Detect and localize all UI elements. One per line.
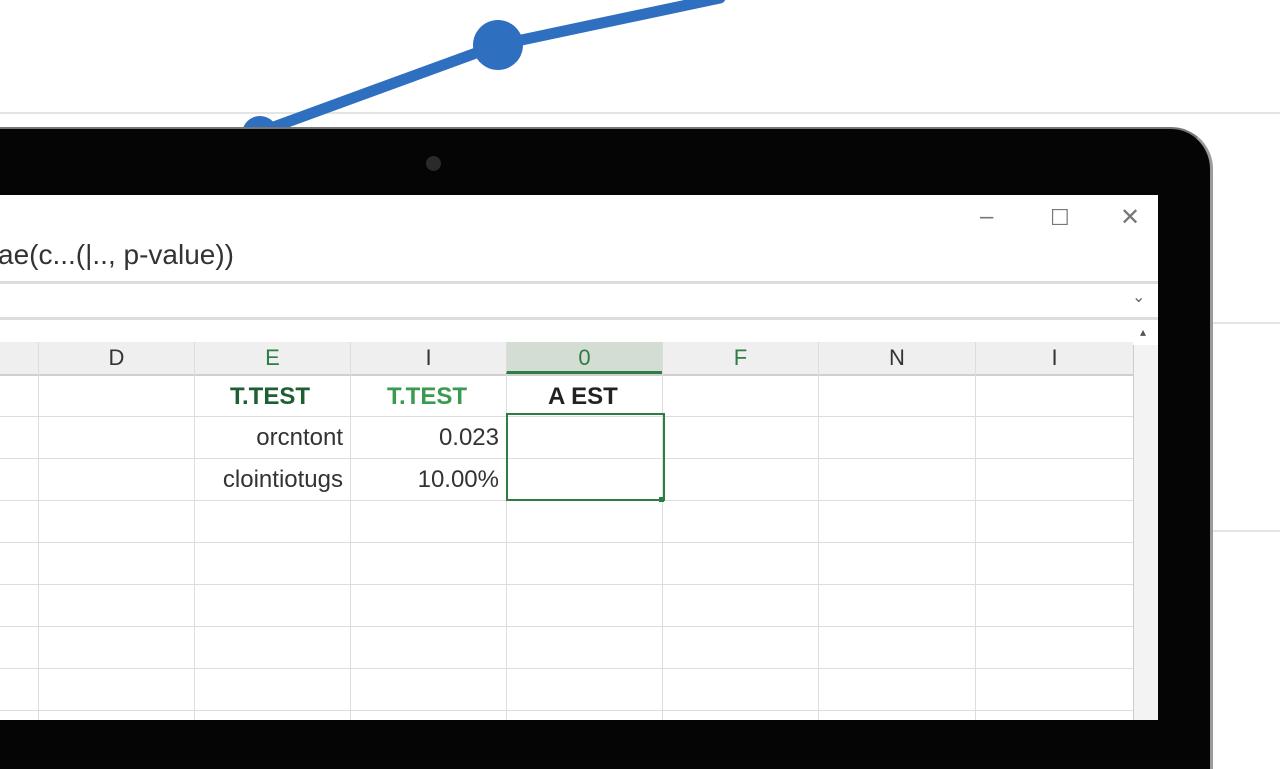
column-header-selected[interactable]: 0 [506,342,662,374]
cell-e1[interactable]: T.TEST [230,383,311,410]
cell-e2[interactable]: orcntont [256,424,343,451]
close-button[interactable]: ✕ [1120,204,1141,231]
grid-line [0,626,1133,627]
spreadsheet-window: ae(c...(|.., p-value)) – ☐ ✕ ⌄ D E I 0 F… [0,195,1158,720]
grid-line [0,668,1133,669]
grid-line [0,584,1133,585]
column-header-e[interactable]: E [194,342,350,374]
formula-bar-expand-icon[interactable]: ⌄ [1132,289,1146,306]
grid-line [0,542,1133,543]
grid-line [0,458,1133,459]
background-gridline [0,112,1280,114]
scroll-up-icon[interactable]: ▴ [1140,325,1147,339]
selected-range[interactable] [506,413,665,501]
column-header-i2[interactable]: I [975,342,1133,374]
column-header-n[interactable]: N [818,342,975,374]
cell-selected-1[interactable]: A EST [548,383,618,410]
grid-line [506,374,507,720]
background-gridline [1210,530,1280,532]
grid-line [0,416,1133,417]
minimize-button[interactable]: – [980,203,994,230]
grid-line [662,374,663,720]
column-header-d[interactable]: D [38,342,194,374]
grid-line [818,374,819,720]
column-header-i[interactable]: I [350,342,506,374]
background-gridline [1210,322,1280,324]
webcam-icon [426,156,441,171]
column-header-f[interactable]: F [662,342,818,374]
grid-line [0,710,1133,711]
divider [0,281,1158,284]
grid-line [975,374,976,720]
maximize-button[interactable]: ☐ [1050,205,1070,230]
formula-text: ae(c...(|.., p-value)) [0,239,235,270]
cell-i3[interactable]: 10.00% [417,466,499,493]
fill-handle[interactable] [659,497,664,502]
cell-i1[interactable]: T.TEST [387,383,468,410]
divider [0,317,1158,320]
grid-line [350,374,351,720]
chart-point [473,20,523,70]
grid-line [38,374,39,720]
grid-line [194,374,195,720]
cell-e3[interactable]: clointiotugs [222,466,343,493]
cell-i2[interactable]: 0.023 [438,424,499,451]
vertical-scrollbar[interactable] [1133,345,1158,720]
